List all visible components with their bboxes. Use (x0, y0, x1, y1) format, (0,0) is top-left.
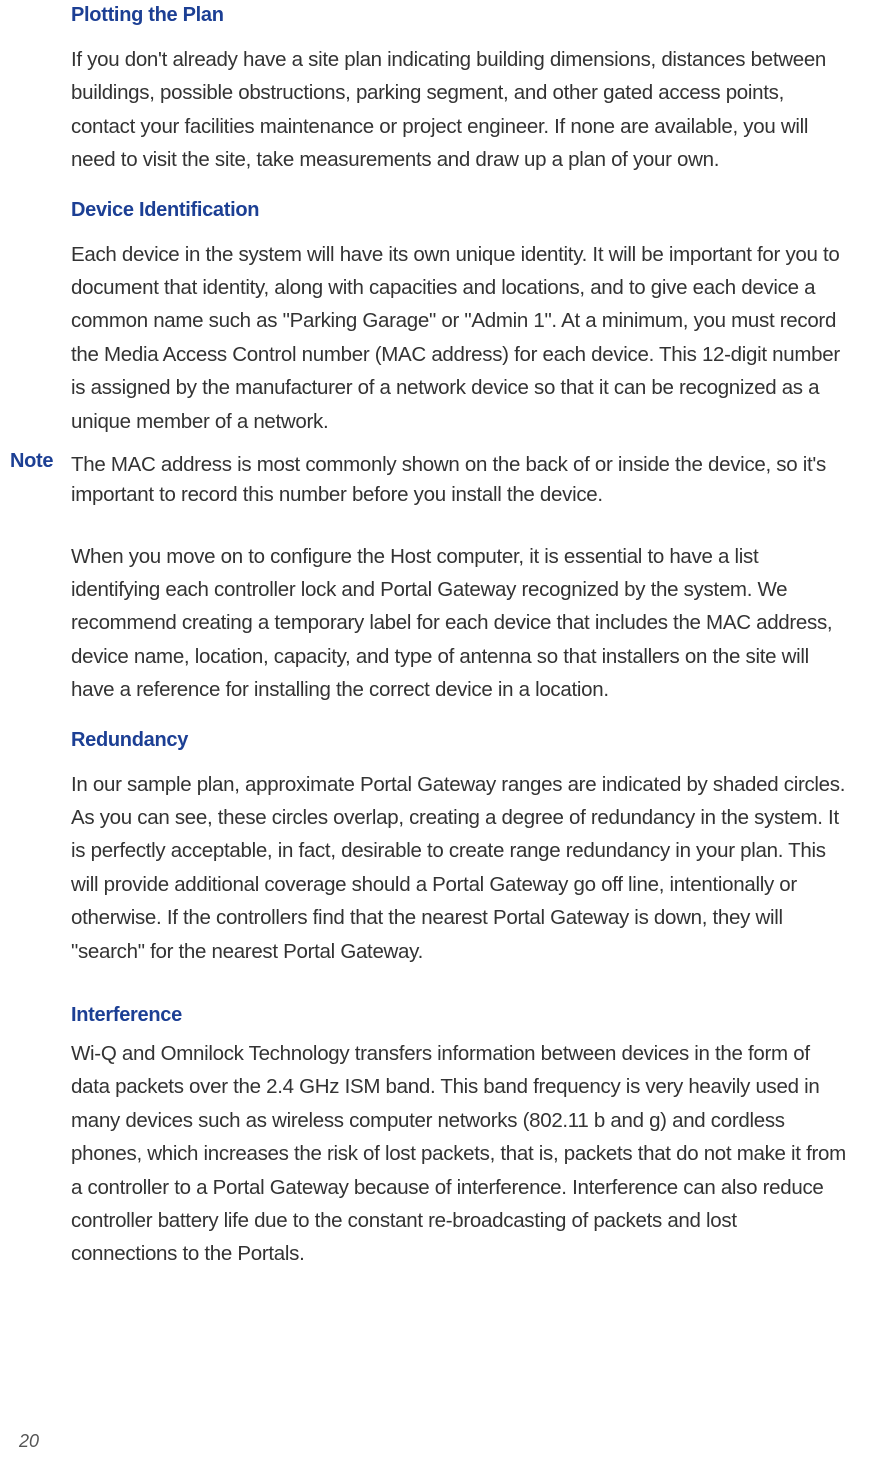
body-interference: Wi-Q and Omnilock Technology transfers i… (71, 1037, 847, 1271)
page-number: 20 (19, 1431, 39, 1452)
note-block: Note The MAC address is most commonly sh… (0, 450, 847, 509)
note-text: The MAC address is most commonly shown o… (71, 450, 847, 509)
note-label: Note (10, 450, 71, 509)
heading-plotting: Plotting the Plan (71, 4, 847, 27)
heading-device: Device Identification (71, 199, 847, 222)
body-device-1: Each device in the system will have its … (71, 238, 847, 438)
body-device-2: When you move on to configure the Host c… (71, 540, 847, 707)
body-redundancy: In our sample plan, approximate Portal G… (71, 768, 847, 968)
body-plotting: If you don't already have a site plan in… (71, 43, 847, 177)
page-content: Plotting the Plan If you don't already h… (0, 0, 895, 1271)
heading-redundancy: Redundancy (71, 729, 847, 752)
heading-interference: Interference (71, 1004, 847, 1027)
